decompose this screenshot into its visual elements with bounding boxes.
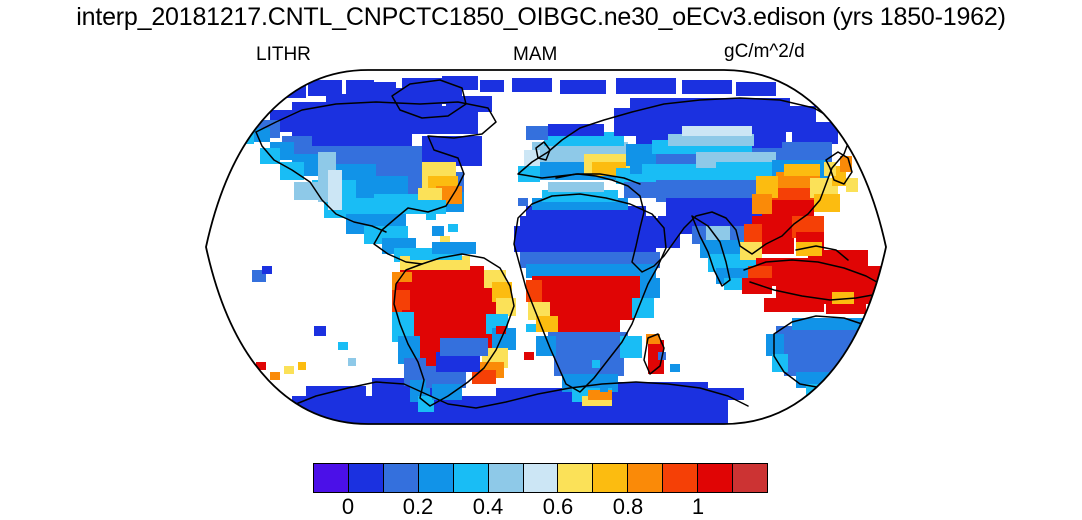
colorbar-cell — [488, 464, 524, 492]
colorbar-tick-label: 0 — [341, 494, 355, 519]
world-map — [196, 66, 896, 428]
colorbar — [313, 463, 768, 493]
colorbar-cell — [593, 464, 629, 492]
colorbar-cell — [628, 464, 664, 492]
colorbar-cell — [383, 464, 419, 492]
season-label: MAM — [513, 44, 558, 65]
colorbar-tick-label: 0.8 — [612, 494, 644, 519]
colorbar-cell — [418, 464, 454, 492]
colorbar-cell — [314, 464, 349, 492]
units-label: gC/m^2/d — [724, 41, 805, 62]
colorbar-tick-label: 0.2 — [402, 494, 434, 519]
colorbar-cell — [733, 464, 767, 492]
colorbar-cell — [663, 464, 699, 492]
colorbar-tick-label: 1 — [691, 494, 705, 519]
page-title: interp_20181217.CNTL_CNPCTC1850_OIBGC.ne… — [76, 3, 1006, 31]
colorbar-tick-label: 0.6 — [542, 494, 574, 519]
variable-label: LITHR — [256, 44, 311, 65]
colorbar-cell — [558, 464, 594, 492]
colorbar-cell — [698, 464, 734, 492]
colorbar-cell — [523, 464, 559, 492]
colorbar-cell — [453, 464, 489, 492]
colorbar-tick-labels: 0 0.2 0.4 0.6 0.8 1 — [313, 494, 768, 520]
colorbar-cell — [348, 464, 384, 492]
colorbar-tick-label: 0.4 — [472, 494, 504, 519]
map-frame-outline — [205, 69, 887, 425]
